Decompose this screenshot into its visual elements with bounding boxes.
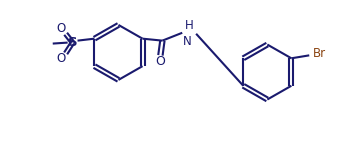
Text: N: N — [183, 35, 192, 48]
Text: O: O — [56, 52, 65, 65]
Text: Br: Br — [313, 47, 327, 60]
Text: O: O — [56, 22, 65, 35]
Text: H: H — [185, 19, 194, 32]
Text: O: O — [155, 55, 165, 68]
Text: S: S — [68, 36, 77, 49]
